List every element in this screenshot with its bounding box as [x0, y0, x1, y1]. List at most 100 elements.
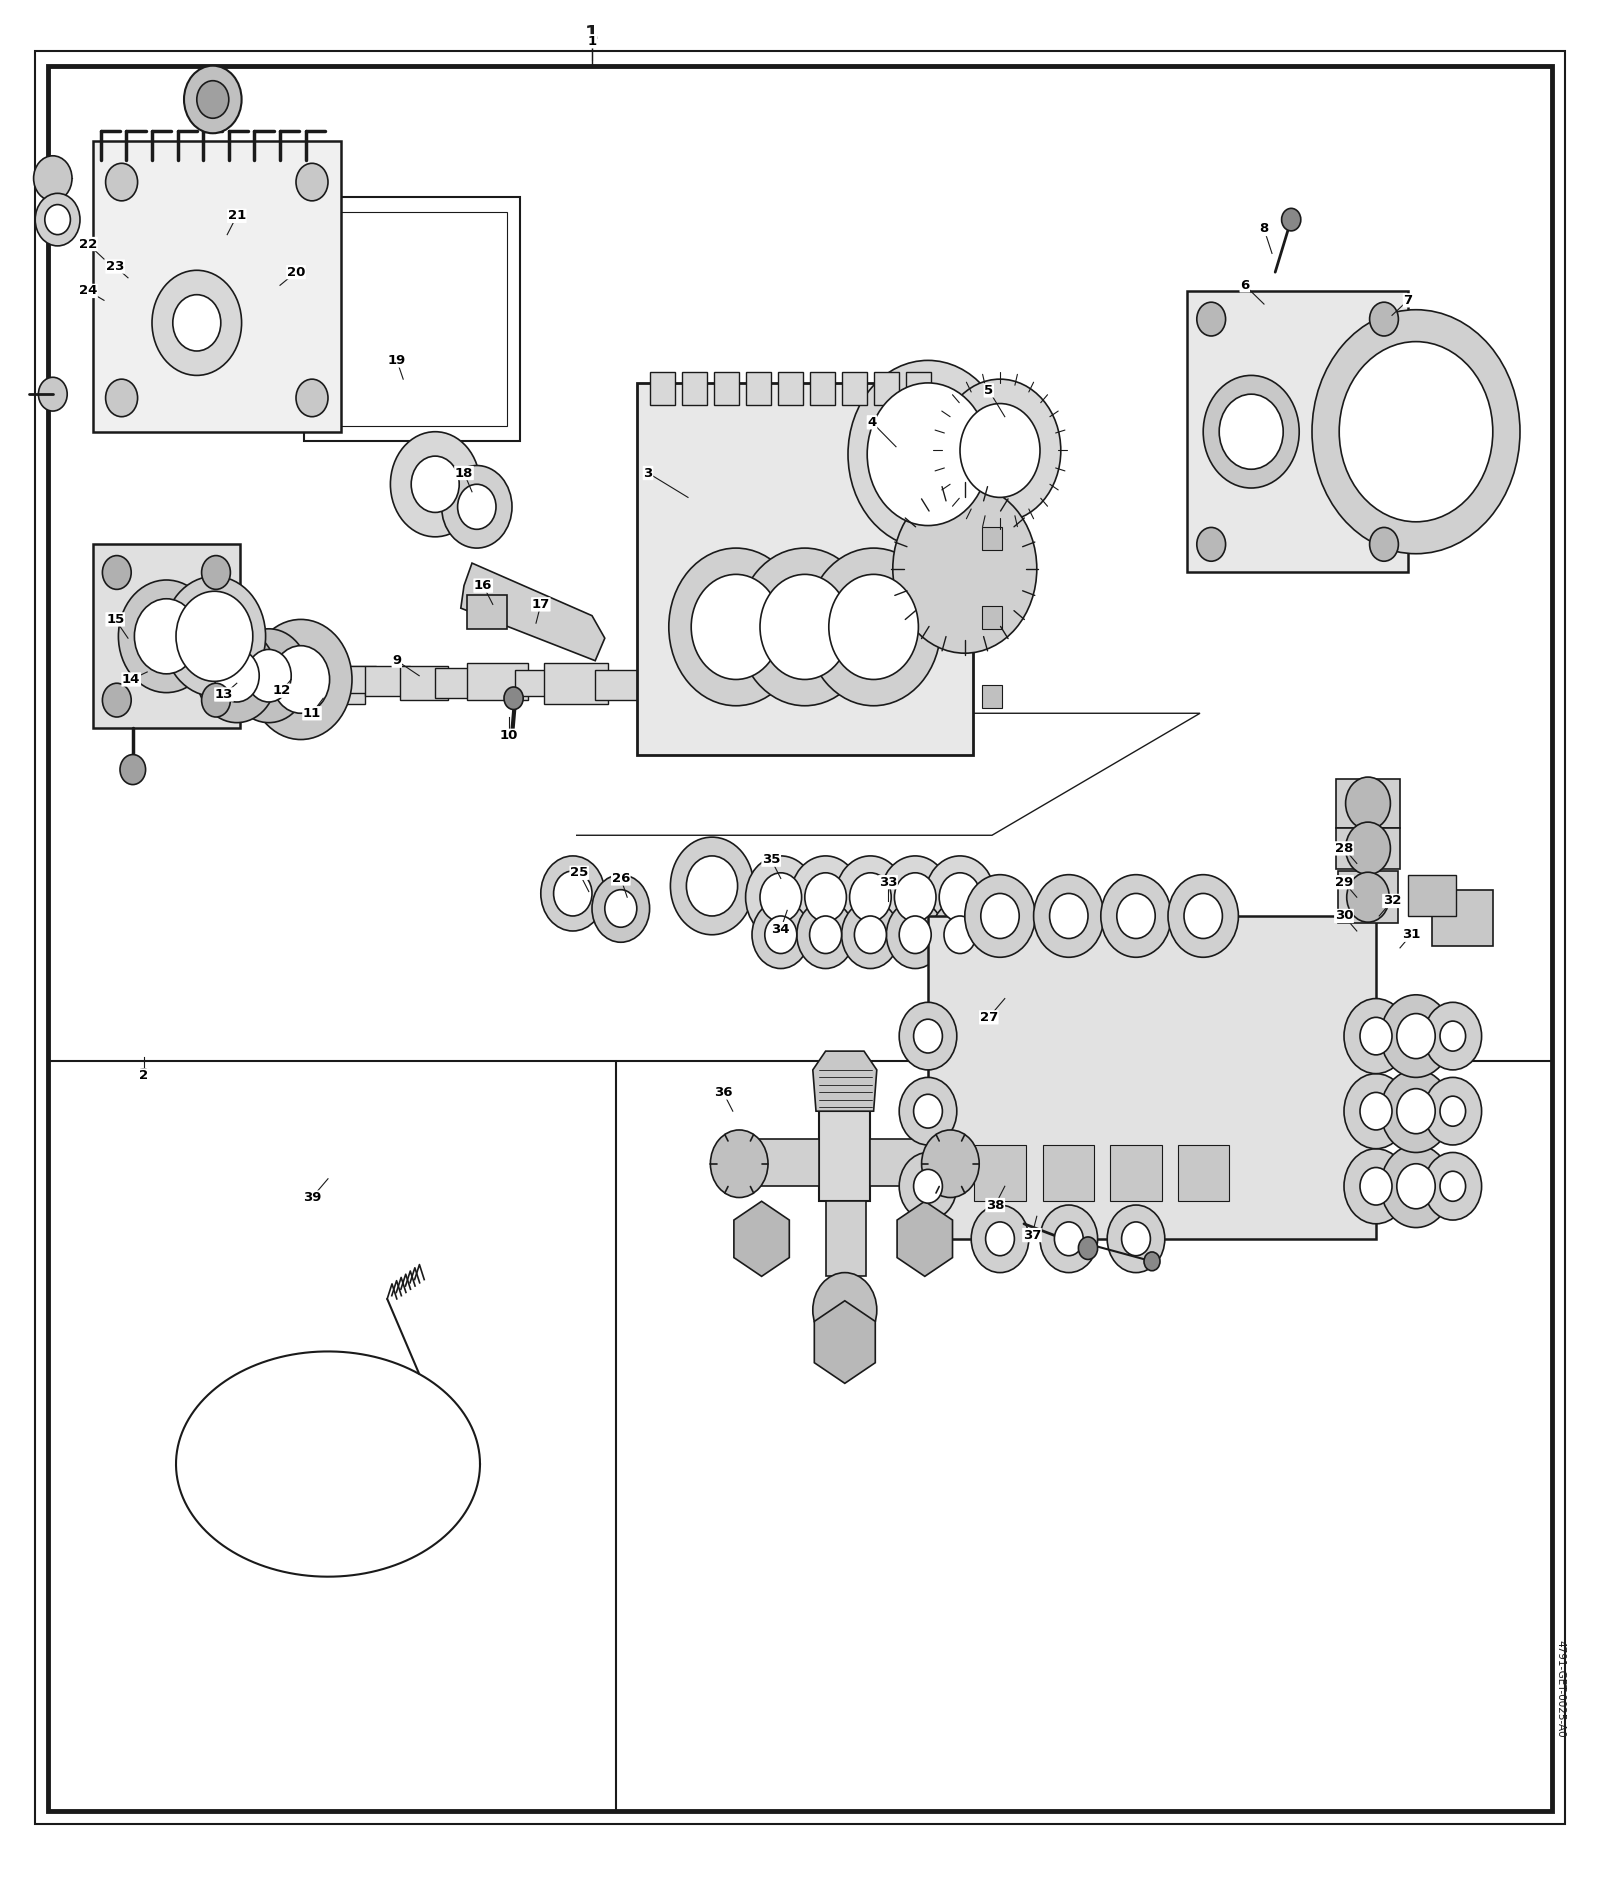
Bar [1408, 875, 1456, 916]
Circle shape [202, 683, 230, 717]
Circle shape [1381, 1070, 1451, 1152]
Bar [826, 1201, 866, 1276]
Bar [1338, 871, 1398, 923]
Bar [1043, 1145, 1094, 1201]
Text: 8: 8 [1259, 223, 1269, 235]
Circle shape [197, 629, 277, 723]
Circle shape [1117, 893, 1155, 938]
Circle shape [893, 484, 1037, 653]
Polygon shape [810, 372, 835, 405]
Text: 10: 10 [499, 730, 518, 741]
Text: 38: 38 [986, 1199, 1005, 1211]
Circle shape [106, 163, 138, 201]
Text: 12: 12 [272, 685, 291, 696]
Circle shape [670, 837, 754, 935]
Bar [1432, 890, 1493, 946]
Text: 29: 29 [1334, 877, 1354, 888]
Circle shape [971, 1205, 1029, 1273]
Circle shape [899, 1152, 957, 1220]
Circle shape [1040, 1205, 1098, 1273]
Circle shape [176, 591, 253, 681]
Bar [1336, 779, 1400, 828]
Text: 36: 36 [714, 1087, 733, 1098]
Circle shape [914, 1094, 942, 1128]
Circle shape [102, 556, 131, 589]
Polygon shape [814, 1301, 875, 1383]
Text: 30: 30 [1334, 910, 1354, 922]
Circle shape [1197, 527, 1226, 561]
Circle shape [797, 901, 854, 969]
Text: 18: 18 [454, 467, 474, 479]
Bar [544, 663, 608, 704]
Bar [637, 383, 973, 755]
Bar [304, 197, 520, 441]
Text: 19: 19 [387, 355, 406, 366]
Text: 17: 17 [531, 599, 550, 610]
Bar [1110, 1145, 1162, 1201]
Circle shape [1339, 342, 1493, 522]
Polygon shape [813, 1051, 877, 1111]
Text: 4: 4 [867, 417, 877, 428]
Circle shape [1397, 1089, 1435, 1134]
Text: 16: 16 [474, 580, 493, 591]
Circle shape [1168, 875, 1238, 957]
Circle shape [1219, 394, 1283, 469]
Circle shape [272, 646, 330, 713]
Circle shape [296, 379, 328, 417]
Text: 3: 3 [643, 467, 653, 479]
Circle shape [752, 901, 810, 969]
Circle shape [152, 270, 242, 375]
Circle shape [1381, 1145, 1451, 1228]
Bar [982, 527, 1002, 550]
Circle shape [184, 66, 242, 133]
Circle shape [1360, 1092, 1392, 1130]
Circle shape [197, 81, 229, 118]
Bar [435, 668, 480, 698]
Circle shape [1034, 875, 1104, 957]
Text: 1: 1 [587, 36, 597, 47]
Polygon shape [906, 372, 931, 405]
Text: 20: 20 [286, 267, 306, 278]
Circle shape [1397, 1164, 1435, 1209]
Bar [595, 670, 640, 700]
Circle shape [1312, 310, 1520, 554]
Circle shape [35, 193, 80, 246]
Text: 33: 33 [878, 877, 898, 888]
Circle shape [1440, 1021, 1466, 1051]
Circle shape [411, 456, 459, 512]
Circle shape [880, 856, 950, 938]
Bar [515, 670, 555, 696]
Circle shape [229, 629, 309, 723]
Bar [870, 1139, 941, 1186]
Circle shape [1397, 1014, 1435, 1059]
Circle shape [541, 856, 605, 931]
Circle shape [760, 574, 850, 679]
Circle shape [686, 856, 738, 916]
Text: 7: 7 [1403, 295, 1413, 306]
Text: 28: 28 [1334, 843, 1354, 854]
Circle shape [931, 901, 989, 969]
Circle shape [939, 379, 1061, 522]
Circle shape [1101, 875, 1171, 957]
Circle shape [1360, 1017, 1392, 1055]
Polygon shape [746, 372, 771, 405]
Polygon shape [461, 563, 605, 661]
Circle shape [163, 576, 266, 696]
Bar [365, 666, 410, 696]
Circle shape [102, 683, 131, 717]
Circle shape [1282, 208, 1301, 231]
Circle shape [965, 875, 1035, 957]
Circle shape [1346, 822, 1390, 875]
Circle shape [1144, 1252, 1160, 1271]
Circle shape [922, 1130, 979, 1198]
Circle shape [592, 875, 650, 942]
Circle shape [1424, 1077, 1482, 1145]
Circle shape [106, 379, 138, 417]
Bar [982, 685, 1002, 708]
Bar [974, 1145, 1026, 1201]
Polygon shape [898, 1201, 952, 1276]
Circle shape [813, 1273, 877, 1348]
Circle shape [914, 1169, 942, 1203]
Circle shape [986, 1222, 1014, 1256]
Text: 26: 26 [611, 873, 630, 884]
